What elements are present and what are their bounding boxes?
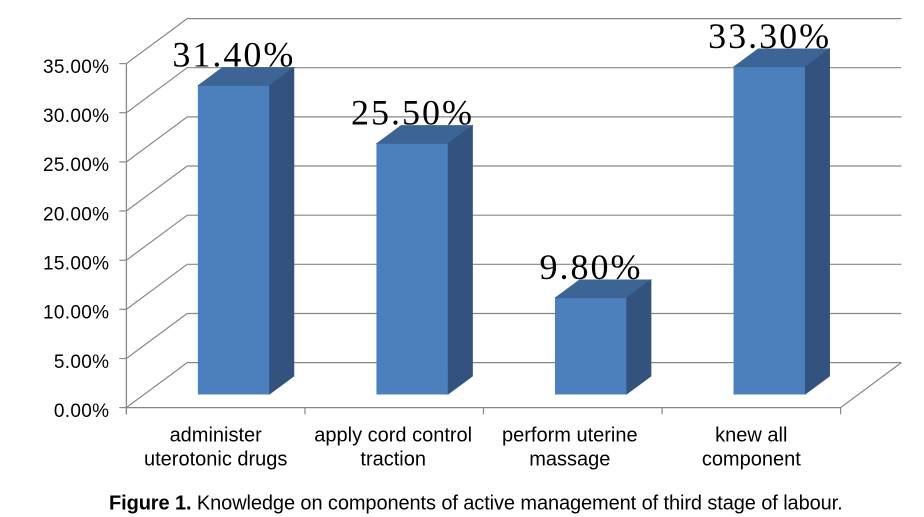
svg-text:traction: traction — [360, 449, 426, 471]
svg-text:Figure 1. Knowledge on compone: Figure 1. Knowledge on components of act… — [109, 493, 843, 515]
svg-text:35.00%: 35.00% — [43, 57, 109, 78]
svg-text:20.00%: 20.00% — [43, 204, 109, 225]
svg-text:31.40%: 31.40% — [172, 35, 295, 75]
svg-text:massage: massage — [529, 449, 610, 471]
svg-text:uterotonic drugs: uterotonic drugs — [144, 449, 287, 471]
svg-text:apply cord control: apply cord control — [314, 425, 472, 447]
svg-text:0.00%: 0.00% — [54, 401, 109, 422]
svg-text:15.00%: 15.00% — [43, 254, 109, 275]
svg-text:9.80%: 9.80% — [540, 247, 643, 287]
svg-text:25.00%: 25.00% — [43, 155, 109, 176]
svg-text:30.00%: 30.00% — [43, 106, 109, 127]
svg-text:knew all: knew all — [715, 425, 787, 447]
svg-text:perform uterine: perform uterine — [502, 425, 638, 447]
svg-text:33.30%: 33.30% — [708, 16, 831, 56]
svg-text:component: component — [702, 449, 801, 471]
svg-text:administer: administer — [170, 425, 263, 447]
svg-text:10.00%: 10.00% — [43, 303, 109, 324]
svg-text:25.50%: 25.50% — [351, 93, 474, 133]
svg-text:5.00%: 5.00% — [54, 352, 109, 373]
